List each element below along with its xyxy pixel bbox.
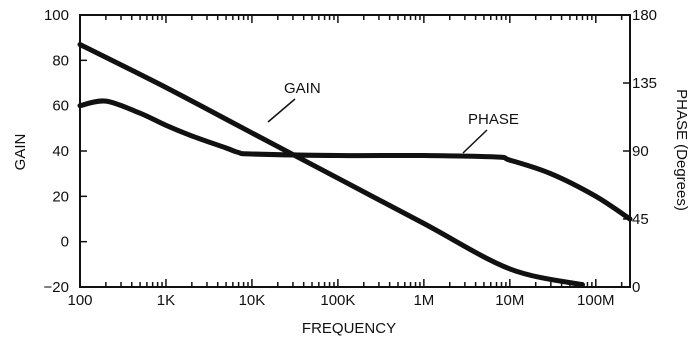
gain-curve (77, 42, 585, 288)
x-axis-title: FREQUENCY (302, 320, 396, 337)
phase-leader-line (462, 129, 488, 154)
right-axis-title: PHASE (Degrees) (673, 89, 690, 211)
gain-annotation: GAIN (284, 80, 321, 97)
left-y-tick-label: 0 (61, 234, 69, 251)
right-y-tick-label: 0 (632, 279, 640, 296)
phase-curve (77, 98, 633, 222)
gain-leader-line (267, 98, 296, 123)
right-y-tick-label: 45 (632, 211, 649, 228)
x-tick-label: 10K (239, 292, 266, 309)
x-tick-label: 10M (495, 292, 524, 309)
left-y-tick-label: −20 (44, 279, 69, 296)
left-y-tick-label: 80 (52, 52, 69, 69)
right-y-tick-label: 135 (632, 75, 657, 92)
labels-layer: 100 1K 10K 100K 1M 10M 100M 100 80 60 40 20 0 −20 180 1… (44, 7, 657, 309)
ticks-layer (79, 14, 630, 288)
x-tick-label: 100 (67, 292, 92, 309)
left-y-tick-label: 20 (52, 188, 69, 205)
left-y-tick-label: 60 (52, 98, 69, 115)
right-y-tick-label: 90 (632, 143, 649, 160)
x-tick-label: 100K (320, 292, 355, 309)
left-y-tick-label: 100 (44, 7, 69, 24)
left-axis-title: GAIN (12, 134, 29, 171)
x-tick-label: 100M (577, 292, 615, 309)
right-y-tick-label: 180 (632, 7, 657, 24)
plot-frame (79, 14, 631, 288)
phase-annotation: PHASE (468, 111, 519, 128)
series-layer (77, 42, 633, 288)
left-y-tick-label: 40 (52, 143, 69, 160)
x-tick-label: 1M (413, 292, 434, 309)
x-tick-label: 1K (157, 292, 175, 309)
